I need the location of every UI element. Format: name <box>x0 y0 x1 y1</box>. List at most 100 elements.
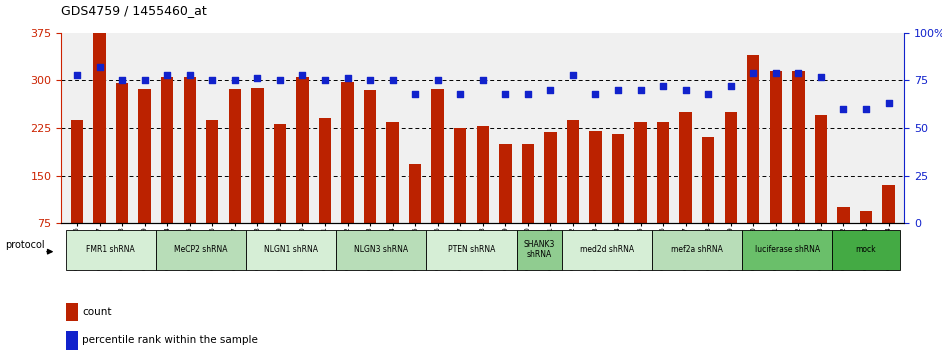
Bar <box>318 118 332 223</box>
Bar <box>770 71 782 223</box>
Bar <box>454 128 466 223</box>
Text: SHANK3
shRNA: SHANK3 shRNA <box>524 240 555 259</box>
FancyBboxPatch shape <box>561 229 652 270</box>
Bar <box>71 120 83 223</box>
Text: percentile rank within the sample: percentile rank within the sample <box>83 335 258 346</box>
Bar <box>815 115 827 223</box>
Bar <box>431 89 444 223</box>
Point <box>791 70 806 76</box>
Bar <box>724 112 737 223</box>
Bar <box>252 88 264 223</box>
Point <box>656 83 671 89</box>
Bar <box>477 126 489 223</box>
Point <box>633 87 648 93</box>
Point <box>182 72 197 77</box>
Point <box>520 91 535 97</box>
Text: mock: mock <box>855 245 876 254</box>
Bar <box>116 83 128 223</box>
FancyBboxPatch shape <box>156 229 246 270</box>
Point <box>115 77 130 83</box>
Point <box>317 77 333 83</box>
Point <box>565 72 580 77</box>
Bar <box>679 112 691 223</box>
Point <box>295 72 310 77</box>
Text: count: count <box>83 307 112 317</box>
Point <box>497 91 512 97</box>
Point <box>250 76 265 81</box>
Point <box>70 72 85 77</box>
Text: GDS4759 / 1455460_at: GDS4759 / 1455460_at <box>61 4 207 17</box>
Point <box>543 87 558 93</box>
Point <box>813 74 828 79</box>
Bar <box>657 122 670 223</box>
Bar <box>66 331 77 350</box>
Bar <box>837 207 850 223</box>
Bar <box>66 303 77 322</box>
Point <box>678 87 693 93</box>
Point <box>159 72 174 77</box>
Point <box>453 91 468 97</box>
Point <box>723 83 739 89</box>
Bar <box>341 82 353 223</box>
Text: PTEN shRNA: PTEN shRNA <box>447 245 495 254</box>
Bar <box>206 120 219 223</box>
Point <box>610 87 625 93</box>
Bar <box>883 185 895 223</box>
Point <box>340 76 355 81</box>
Text: NLGN1 shRNA: NLGN1 shRNA <box>264 245 318 254</box>
Point <box>701 91 716 97</box>
Point <box>363 77 378 83</box>
Point <box>430 77 446 83</box>
Bar <box>860 211 872 223</box>
Bar <box>567 120 579 223</box>
FancyBboxPatch shape <box>66 229 156 270</box>
Text: NLGN3 shRNA: NLGN3 shRNA <box>354 245 409 254</box>
Bar <box>161 77 173 223</box>
Point <box>746 70 761 76</box>
Text: mef2a shRNA: mef2a shRNA <box>671 245 723 254</box>
Text: med2d shRNA: med2d shRNA <box>579 245 634 254</box>
Point <box>385 77 400 83</box>
Point <box>272 77 287 83</box>
Point <box>92 64 107 70</box>
Bar <box>747 55 759 223</box>
Bar <box>296 77 309 223</box>
Point <box>138 77 153 83</box>
Bar <box>499 144 512 223</box>
Bar <box>386 122 398 223</box>
Bar <box>612 134 625 223</box>
Point <box>204 77 219 83</box>
FancyBboxPatch shape <box>832 229 900 270</box>
Bar <box>590 131 602 223</box>
Bar <box>274 123 286 223</box>
Bar <box>702 138 714 223</box>
FancyBboxPatch shape <box>516 229 561 270</box>
Point <box>836 106 851 112</box>
Text: FMR1 shRNA: FMR1 shRNA <box>87 245 136 254</box>
FancyBboxPatch shape <box>742 229 832 270</box>
Bar <box>634 122 647 223</box>
Bar <box>364 90 376 223</box>
FancyBboxPatch shape <box>246 229 336 270</box>
Bar <box>409 164 421 223</box>
Bar <box>184 77 196 223</box>
Text: protocol: protocol <box>5 240 44 250</box>
Point <box>858 106 873 112</box>
Bar <box>522 144 534 223</box>
FancyBboxPatch shape <box>652 229 742 270</box>
Bar <box>792 71 804 223</box>
Point <box>881 100 896 106</box>
Bar <box>229 89 241 223</box>
Point <box>588 91 603 97</box>
Bar <box>138 89 151 223</box>
Bar <box>93 33 106 223</box>
Text: MeCP2 shRNA: MeCP2 shRNA <box>174 245 228 254</box>
Point <box>227 77 242 83</box>
FancyBboxPatch shape <box>336 229 427 270</box>
FancyBboxPatch shape <box>427 229 516 270</box>
Point <box>408 91 423 97</box>
Bar <box>544 132 557 223</box>
Text: luciferase shRNA: luciferase shRNA <box>755 245 820 254</box>
Point <box>769 70 784 76</box>
Point <box>475 77 490 83</box>
